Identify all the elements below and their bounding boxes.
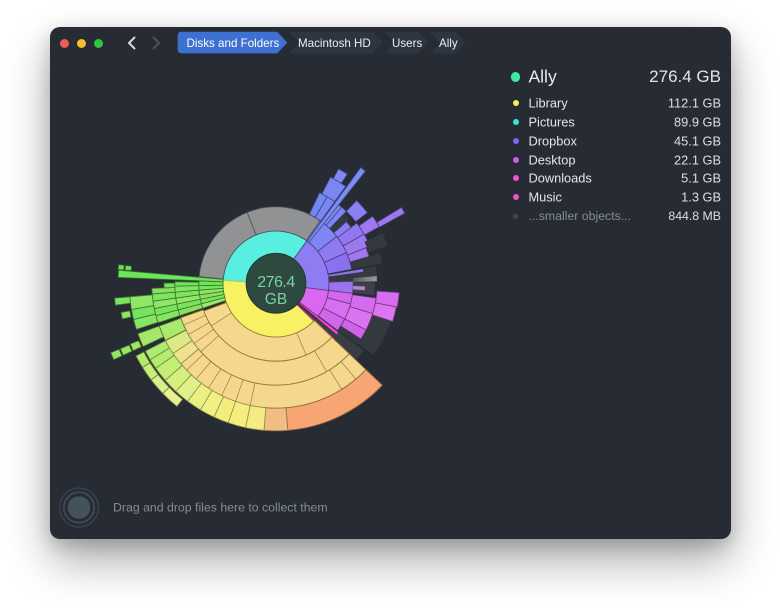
svg-text:GB: GB [265, 291, 287, 308]
svg-text:Disks and Folders: Disks and Folders [187, 37, 280, 50]
svg-text:Users: Users [392, 37, 422, 50]
svg-text:276.4: 276.4 [257, 274, 295, 291]
svg-text:Drag and drop files here to co: Drag and drop files here to collect them [113, 501, 328, 515]
svg-text:Ally: Ally [439, 37, 458, 50]
svg-text:Macintosh HD: Macintosh HD [298, 37, 371, 50]
